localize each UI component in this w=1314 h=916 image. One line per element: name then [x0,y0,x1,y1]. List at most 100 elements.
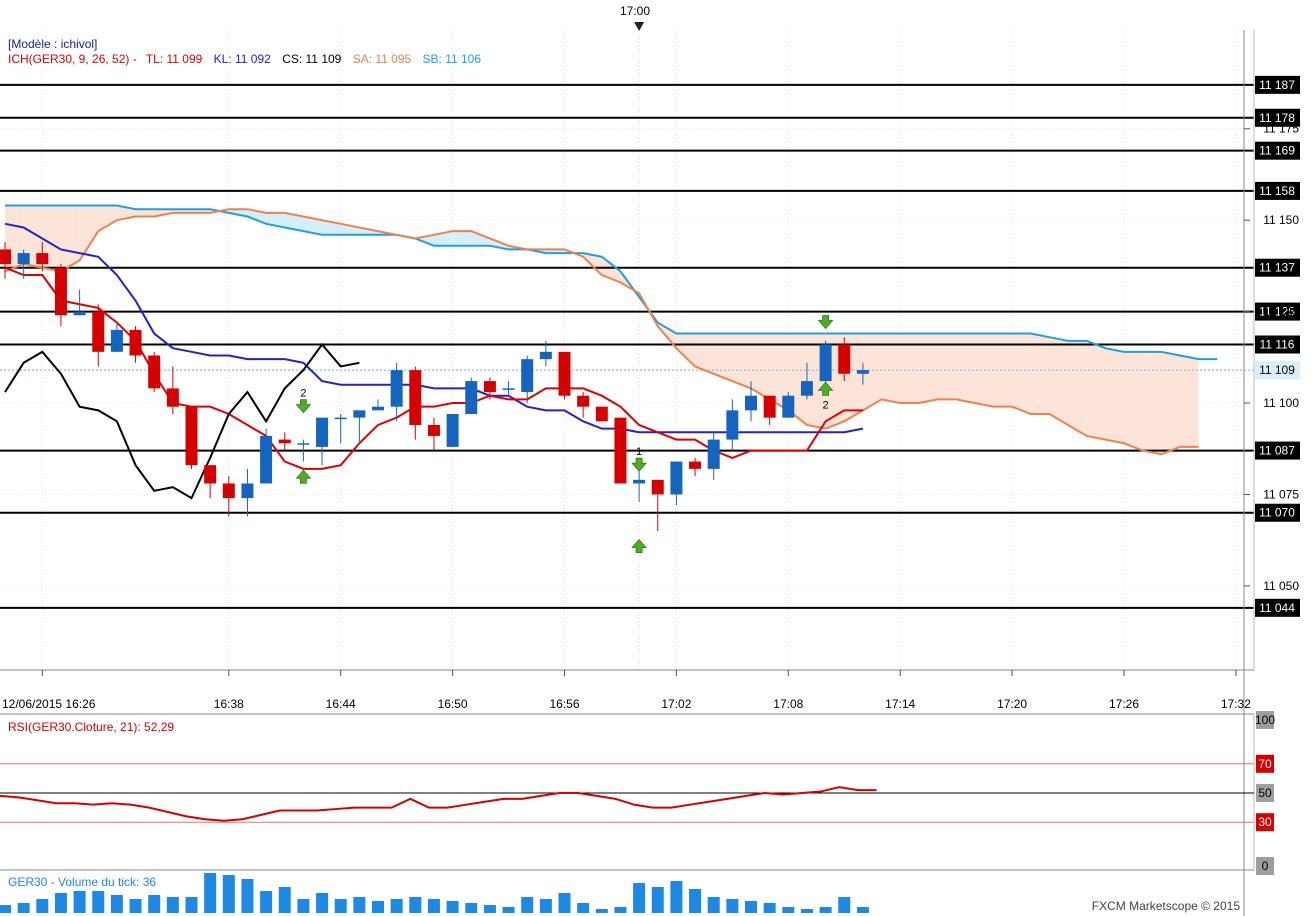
volume-label: GER30 - Volume du tick: 36 [8,875,156,889]
volume-bar [409,897,422,913]
time-marker-label: 17:00 [620,4,650,18]
candle-body [726,410,739,440]
candle-body [17,253,30,265]
cloud-segment [1049,337,1069,425]
rsi-line [0,786,877,822]
candle-body [73,311,86,316]
rsi-tick-tag [1256,813,1274,832]
volume-bar [465,903,478,913]
y-tick-label: 11 050 [1263,579,1299,593]
candle-body [241,483,254,499]
candle-body [670,461,683,495]
candle-body [651,479,664,495]
volume-bar [129,899,142,913]
level-tag [1255,258,1300,277]
level-label: 11 158 [1259,184,1295,198]
volume-bar [800,909,813,913]
rsi-tick-tag [1256,857,1274,875]
footer-copyright: FXCM Marketscope © 2015 [1091,899,1240,913]
volume-bar [390,899,403,913]
level-tag [1255,335,1300,354]
level-label: 11 044 [1259,601,1295,615]
candles [0,242,869,532]
level-label: 11 169 [1259,144,1295,158]
chikou-line [4,342,360,500]
cloud-segment [732,333,751,389]
x-tick-label: 17:32 [1221,697,1251,711]
volume-bar [185,897,198,913]
candle-body [502,388,515,390]
volume-bar [372,901,384,913]
candle-body [633,479,646,484]
candle-body [689,461,702,469]
volume-bar [521,897,534,913]
signal-label: 2 [300,388,306,400]
candle-body [483,381,496,393]
level-label: 11 087 [1259,444,1295,458]
current-price-label: 11 109 [1259,363,1295,377]
candle-body [372,406,384,411]
candle-body [297,443,310,445]
candle-body [521,359,534,393]
level-tag [1255,141,1300,160]
volume-bar [241,879,254,913]
volume-bar [204,873,217,913]
cloud-segment [1179,355,1199,447]
candle-body [36,253,49,265]
cloud-segment [676,333,696,367]
cloud-segment [340,223,360,235]
x-tick-label: 16:38 [214,697,244,711]
signals: 2 1 2 [295,315,834,554]
signal-up-arrow-icon [631,539,647,554]
candle-body [446,414,459,447]
ichimoku-prefix: ICH(GER30, 9, 26, 52) - [8,52,137,66]
volume-bar [54,893,67,913]
tl-value: TL: 11 099 [146,52,203,66]
signal-down-arrow-icon [295,399,312,414]
rsi-tick-label: 0 [1262,859,1269,873]
y-tick-label: 11 175 [1263,122,1299,136]
x-tick-label: 17:02 [661,697,691,711]
volume-bar [782,907,795,913]
rsi-tick-tag [1256,784,1274,802]
cloud-segment [135,209,155,217]
candle-body [539,351,552,360]
cloud-segment [1068,340,1087,436]
volume-bar [745,901,757,913]
rsi-tick-tag [1256,711,1274,729]
volume-bar [502,907,515,913]
volume-bar [856,907,869,913]
level-label: 11 137 [1259,261,1295,275]
level-label: 11 070 [1259,506,1295,520]
x-tick-label: 17:26 [1109,697,1139,711]
candle-body [614,417,627,484]
level-label: 11 125 [1259,305,1295,319]
signal-up-arrow-icon [817,381,834,396]
volume-panel [0,869,1254,913]
candle-body [92,311,105,352]
signal-down-arrow-icon [631,457,647,472]
candle-body [577,395,590,407]
candle-body [54,267,67,316]
current-price-tag [1255,361,1300,380]
candle-body [465,381,478,414]
cloud-segment [956,333,975,404]
y-tick-label: 11 100 [1263,396,1299,410]
volume-bar [334,899,347,913]
volume-bar [689,889,702,913]
x-tick-label: 12/06/2015 16:26 [2,697,96,711]
level-label: 11 178 [1259,111,1295,125]
volume-bar [558,893,571,913]
volume-bar [819,907,832,913]
level-tag [1255,75,1300,94]
volume-bar [446,901,459,913]
cloud-segment [303,216,323,235]
volume-bar [726,899,739,913]
volume-bar [838,897,851,913]
cloud-segment [23,205,43,268]
candle-body [558,351,571,396]
cloud-segment [79,205,99,261]
kijun-line [4,222,864,434]
rsi-tick-label: 30 [1258,815,1272,829]
